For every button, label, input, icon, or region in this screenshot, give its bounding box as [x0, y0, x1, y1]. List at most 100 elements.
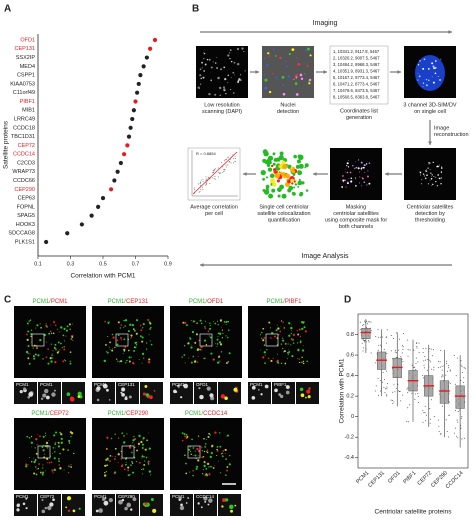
spot	[206, 462, 210, 465]
arrow-head	[313, 172, 317, 176]
jitter-dot	[441, 405, 443, 407]
jitter-dot	[438, 430, 440, 432]
spot	[434, 67, 437, 69]
y-tick-label: KIAA0753	[10, 81, 35, 87]
spot	[287, 349, 289, 351]
jitter-dot	[415, 357, 417, 359]
spot	[354, 167, 356, 170]
spot	[67, 449, 69, 451]
spot	[268, 193, 274, 199]
spot	[302, 362, 305, 365]
jitter-dot	[381, 336, 383, 338]
spot	[276, 324, 278, 326]
spot	[359, 176, 361, 178]
spot	[45, 395, 50, 400]
spot	[104, 497, 107, 499]
jitter-dot	[445, 374, 447, 376]
spot	[124, 325, 126, 327]
spot	[41, 446, 44, 449]
spot	[419, 174, 421, 176]
panel-letter: D	[344, 295, 351, 306]
jitter-dot	[395, 357, 397, 359]
spot	[120, 391, 123, 394]
spot	[366, 184, 368, 186]
spot	[435, 181, 437, 183]
spot	[204, 320, 207, 322]
spot	[197, 449, 200, 453]
spot	[104, 464, 107, 467]
spot	[135, 319, 139, 322]
spot	[293, 154, 297, 159]
spot	[268, 321, 271, 324]
spot	[51, 354, 53, 357]
spot	[291, 324, 293, 326]
jitter-dot	[402, 346, 404, 348]
jitter-dot	[453, 355, 455, 357]
spot	[67, 471, 70, 474]
spot	[297, 349, 300, 352]
channel-label: PCM1/	[31, 411, 50, 417]
spot	[204, 443, 207, 445]
spot	[367, 175, 369, 178]
spot	[36, 468, 38, 470]
jitter-dot	[359, 321, 361, 323]
spot	[219, 432, 221, 434]
spot	[106, 464, 109, 467]
spot	[140, 329, 143, 332]
spot	[208, 92, 211, 96]
spot	[263, 337, 266, 339]
scatter-dot	[198, 191, 200, 193]
spot	[206, 58, 209, 61]
spot	[438, 177, 441, 180]
spot	[60, 441, 63, 444]
y-tick-label: LRRC49	[14, 116, 35, 122]
spot	[114, 433, 116, 435]
spot	[145, 342, 148, 344]
spot	[187, 342, 190, 345]
spot	[184, 346, 186, 347]
spot	[68, 323, 71, 326]
spot	[295, 57, 297, 59]
spot	[132, 497, 137, 502]
jitter-dot	[413, 366, 415, 368]
spot	[209, 393, 214, 398]
spot	[66, 325, 69, 328]
jitter-dot	[382, 372, 384, 374]
spot	[70, 338, 73, 340]
spot	[201, 61, 203, 64]
spot	[304, 330, 307, 333]
spot	[45, 323, 47, 325]
jitter-dot	[384, 392, 386, 394]
spot	[41, 509, 46, 514]
spot	[230, 76, 232, 78]
spot	[233, 387, 238, 392]
jitter-dot	[406, 420, 408, 422]
spot	[59, 467, 62, 470]
spot	[53, 389, 56, 392]
jitter-dot	[422, 348, 424, 350]
spot	[272, 72, 274, 75]
spot	[434, 72, 437, 75]
spot	[57, 341, 60, 344]
spot	[46, 341, 48, 343]
spot	[56, 328, 58, 330]
spot	[127, 330, 130, 333]
jitter-dot	[429, 407, 431, 409]
spot	[189, 446, 191, 448]
jitter-dot	[407, 349, 409, 351]
y-tick-label: CEP63	[18, 196, 35, 202]
spot	[223, 86, 225, 89]
spot	[42, 444, 44, 446]
dot	[65, 231, 70, 236]
spot	[51, 353, 53, 355]
spot	[299, 340, 302, 343]
spot	[109, 349, 111, 351]
spot	[431, 62, 434, 65]
spot	[122, 464, 124, 466]
spot	[53, 347, 56, 349]
y-tick-label: CCDC66	[13, 178, 35, 184]
spot	[72, 339, 74, 341]
spot	[291, 48, 295, 52]
spot	[306, 360, 308, 363]
spot	[203, 51, 205, 53]
